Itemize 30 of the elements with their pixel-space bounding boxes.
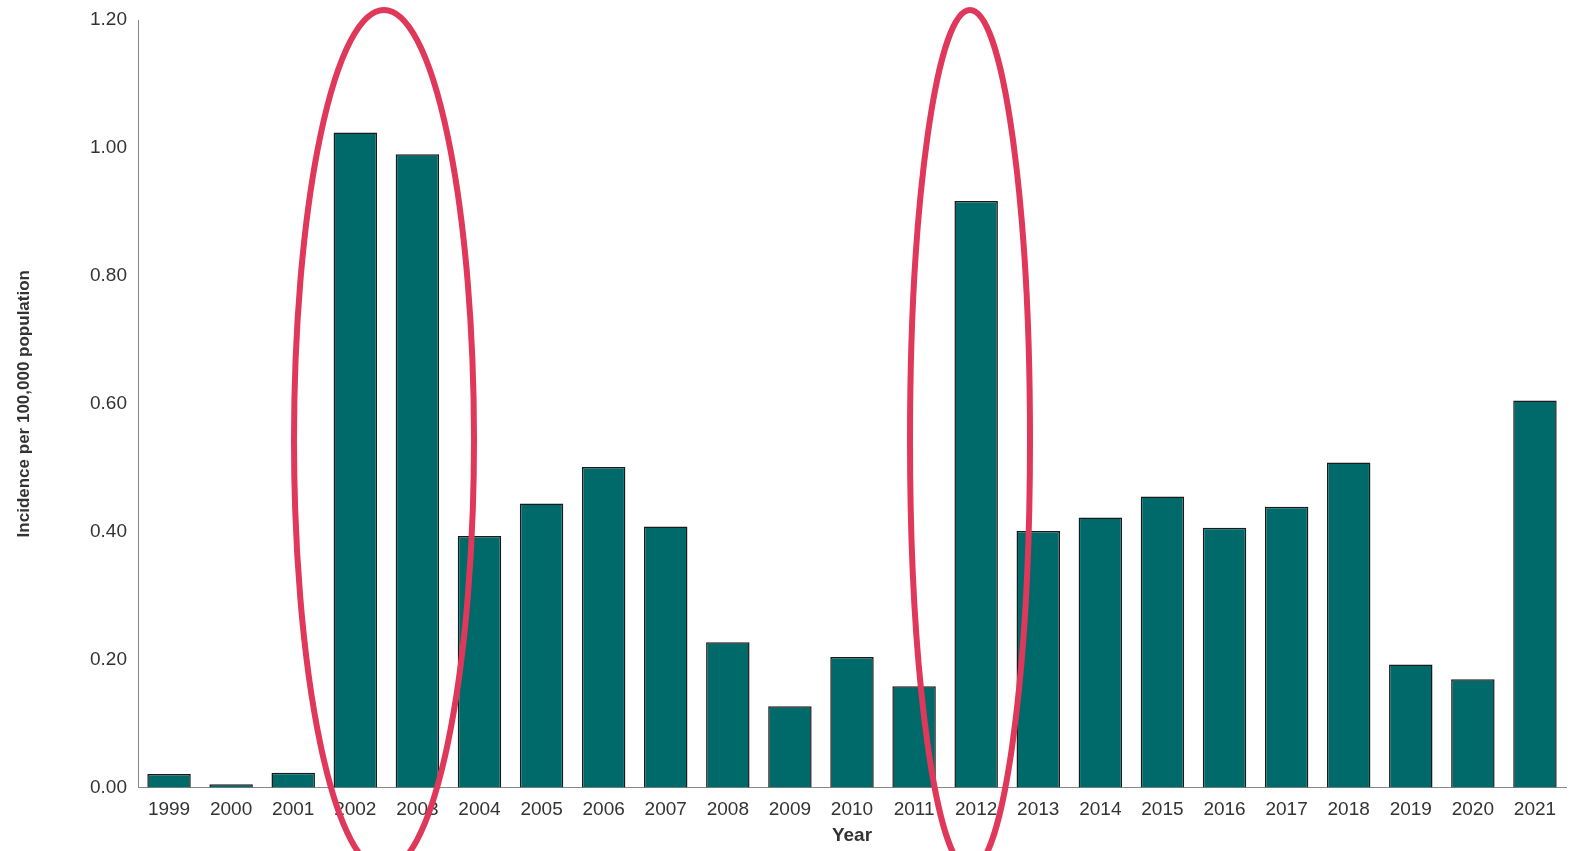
x-tick-label: 2013	[1017, 798, 1060, 820]
x-tick-label: 2010	[830, 798, 874, 820]
y-tick-label: 0.60	[90, 391, 127, 413]
x-tick-label: 2001	[272, 798, 315, 820]
x-tick-label: 2008	[706, 798, 749, 820]
x-tick-label: 2005	[520, 798, 563, 820]
x-tick-label: 2009	[768, 798, 812, 820]
x-tick-label: 2019	[1389, 798, 1432, 820]
x-tick-label: 2021	[1513, 798, 1557, 820]
y-tick-label: 1.00	[90, 136, 127, 158]
y-tick-label: 0.80	[90, 264, 127, 286]
x-axis-title: Year	[831, 823, 873, 845]
x-tick-label: 2012	[955, 798, 998, 820]
x-tick-label: 2007	[644, 798, 687, 820]
x-tick-label: 2018	[1327, 798, 1370, 820]
x-tick-label: 2017	[1265, 798, 1308, 820]
y-axis-title: Incidence per 100,000 population	[13, 270, 33, 538]
x-tick-label: 2006	[582, 798, 625, 820]
x-tick-label: 1999	[147, 798, 191, 820]
y-tick-label: 0.00	[90, 775, 127, 797]
x-tick-label: 2015	[1141, 798, 1184, 820]
x-tick-label: 2014	[1079, 798, 1122, 820]
y-tick-label: 1.20	[90, 8, 127, 30]
y-tick-label: 0.20	[90, 647, 127, 669]
x-tick-label: 2004	[458, 798, 502, 820]
x-tick-label: 2020	[1451, 798, 1495, 820]
x-tick-label: 2016	[1203, 798, 1246, 820]
y-tick-label: 0.40	[90, 519, 127, 541]
x-tick-label: 2000	[209, 798, 253, 820]
x-tick-label: 2011	[893, 798, 935, 820]
